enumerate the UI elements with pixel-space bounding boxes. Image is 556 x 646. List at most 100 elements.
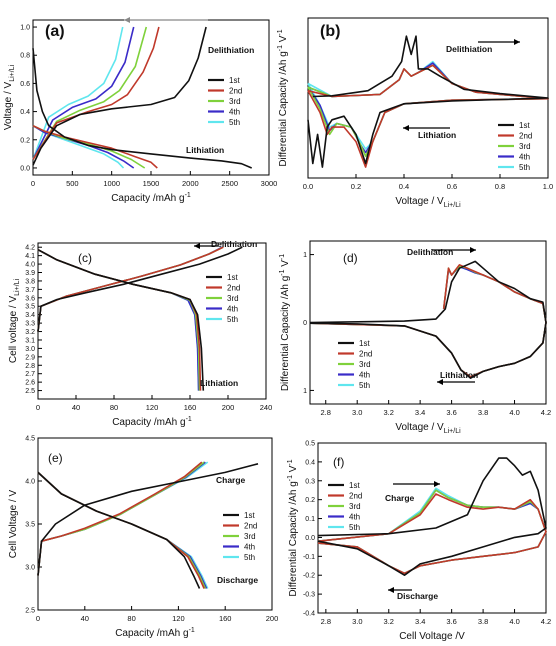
annotation-text: Lithiation — [186, 145, 224, 155]
panel-label: (f) — [333, 455, 344, 469]
legend-label: 4th — [349, 513, 360, 522]
y-tick-label: 4.1 — [25, 253, 35, 260]
y-tick-label: -0.2 — [303, 573, 315, 580]
legend-label: 2nd — [227, 284, 240, 293]
panel-label: (c) — [78, 251, 92, 265]
x-tick-label: 3.4 — [415, 408, 425, 417]
y-tick-label: 3.5 — [25, 522, 35, 529]
legend-label: 2nd — [359, 350, 372, 359]
y-tick-label: 0.1 — [305, 516, 315, 523]
series-line-1st — [307, 35, 549, 168]
legend-label: 4th — [359, 371, 370, 380]
arrow-head — [514, 39, 520, 45]
panel-label: (d) — [343, 251, 358, 265]
x-tick-label: 3.6 — [446, 408, 456, 417]
x-tick-label: 3000 — [261, 179, 278, 188]
panel-d: 2.8 3.0 3.2 3.4 3.6 3.8 4.0 4.2 1 0 1 Voltage / VLi… — [279, 240, 551, 435]
series-line-5th — [37, 471, 209, 589]
legend-label: 5th — [359, 381, 370, 390]
y-tick-label: 2.5 — [25, 388, 35, 395]
y-tick-label: 0.3 — [305, 478, 315, 485]
arrow-head — [437, 379, 443, 385]
y-tick-label: 0.4 — [20, 109, 30, 116]
y-tick-label: 2.6 — [25, 380, 35, 387]
x-tick-label: 3.0 — [352, 617, 362, 626]
annotation-text: Lithiation — [418, 130, 456, 140]
x-tick-label: 0.2 — [351, 182, 361, 191]
y-tick-label: 0 — [303, 320, 307, 327]
annotation-text: Discharge — [217, 575, 258, 585]
series-line-2nd — [37, 471, 205, 589]
series-line-1st — [37, 463, 259, 576]
x-tick-label: 0.4 — [399, 182, 409, 191]
legend-label: 2nd — [519, 132, 532, 141]
y-tick-label: 3.9 — [25, 270, 35, 277]
legend-label: 1st — [359, 339, 370, 348]
series-line-2nd — [37, 461, 203, 576]
x-tick-label: 500 — [66, 179, 79, 188]
y-tick-label: 0.2 — [305, 497, 315, 504]
x-tick-label: 40 — [72, 403, 80, 412]
x-tick-label: 160 — [184, 403, 197, 412]
annotation-text: Lithiation — [440, 370, 478, 380]
annotation-text: Delithiation — [211, 239, 257, 249]
y-axis-title: Differential Capacity /Ah g-1 V-1 — [279, 254, 291, 391]
x-tick-label: 4.0 — [509, 617, 519, 626]
arrow-head — [434, 481, 440, 487]
x-tick-label: 120 — [146, 403, 159, 412]
y-tick-label: 1 — [303, 252, 307, 259]
x-tick-label: 3.8 — [478, 408, 488, 417]
x-tick-label: 3.4 — [415, 617, 425, 626]
arrow-head — [403, 125, 409, 131]
x-tick-label: 200 — [222, 403, 235, 412]
x-tick-label: 2.8 — [321, 617, 331, 626]
y-tick-label: 0.4 — [305, 459, 315, 466]
series-line-4th — [37, 471, 208, 589]
x-axis-title: Cell Voltage /V — [399, 631, 465, 642]
arrow-head — [388, 587, 394, 593]
annotation-text: Charge — [385, 493, 415, 503]
x-tick-label: 1500 — [143, 179, 160, 188]
y-tick-label: -0.1 — [303, 554, 315, 561]
x-tick-label: 120 — [172, 614, 185, 623]
legend-label: 5th — [349, 523, 360, 532]
y-tick-label: 0.0 — [305, 535, 315, 542]
x-tick-label: 200 — [266, 614, 279, 623]
y-tick-label: 0.8 — [20, 53, 30, 60]
series-line-1st — [37, 248, 205, 391]
legend-label: 3rd — [227, 294, 239, 303]
y-tick-label: 2.8 — [25, 363, 35, 370]
y-tick-label: 1.0 — [20, 25, 30, 32]
x-axis-title: Voltage / VLi+/Li — [395, 422, 461, 435]
y-tick-label: 3.2 — [25, 329, 35, 336]
x-tick-label: 40 — [81, 614, 89, 623]
panel-a: 0 500 1000 1500 2000 2500 3000 0.0 0.2 0.4 0.6 0.8 1… — [3, 17, 277, 204]
annotation-text: Lithiation — [200, 378, 238, 388]
y-tick-label: 3.7 — [25, 287, 35, 294]
x-tick-label: 0 — [36, 614, 40, 623]
y-tick-label: 0.6 — [20, 81, 30, 88]
y-axis-title: Cell Voltage / V — [8, 489, 19, 558]
y-tick-label: 1 — [303, 388, 307, 395]
x-tick-label: 1000 — [103, 179, 120, 188]
x-tick-label: 4.2 — [541, 617, 551, 626]
arrow-head — [470, 247, 476, 253]
series-line-3rd — [32, 26, 148, 160]
x-tick-label: 160 — [219, 614, 232, 623]
series-line-3rd — [37, 471, 207, 589]
legend-label: 5th — [244, 553, 255, 562]
x-tick-label: 3.0 — [352, 408, 362, 417]
panel-label: (e) — [48, 451, 63, 465]
arrow-head — [124, 17, 130, 23]
series-line-3rd — [307, 64, 549, 157]
x-tick-label: 3.2 — [384, 617, 394, 626]
legend-label: 1st — [244, 511, 255, 520]
x-tick-label: 4.0 — [509, 408, 519, 417]
legend-label: 1st — [227, 273, 238, 282]
y-axis-title: Cell voltage / VLi+/Li — [8, 278, 21, 363]
y-tick-label: 3.6 — [25, 295, 35, 302]
y-tick-label: 4.5 — [25, 436, 35, 443]
y-tick-label: 2.5 — [25, 608, 35, 615]
y-tick-label: 3.3 — [25, 321, 35, 328]
series-line-1st — [32, 48, 253, 169]
